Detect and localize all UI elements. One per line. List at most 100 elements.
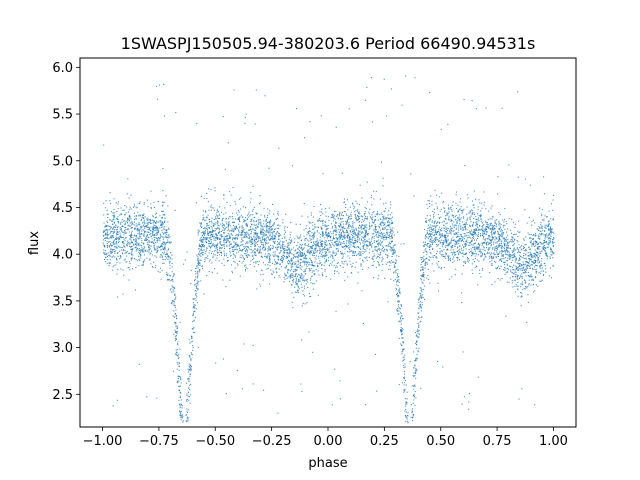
data-point <box>483 247 485 249</box>
data-point <box>280 259 282 261</box>
data-point <box>179 411 181 413</box>
data-point <box>275 233 277 235</box>
data-point <box>227 222 229 224</box>
data-point <box>344 234 346 236</box>
data-point <box>200 239 202 241</box>
data-point <box>305 228 307 230</box>
data-point <box>344 252 346 254</box>
data-point <box>115 238 117 240</box>
data-point <box>551 241 553 243</box>
data-point <box>226 253 228 255</box>
data-point <box>285 231 287 233</box>
data-point <box>437 264 439 266</box>
data-point <box>540 263 542 265</box>
data-point <box>233 89 235 91</box>
data-point <box>161 257 163 259</box>
data-point <box>174 353 176 355</box>
data-point <box>508 250 510 252</box>
data-point <box>451 245 453 247</box>
data-point <box>407 420 409 422</box>
data-point <box>538 271 540 273</box>
data-point <box>514 265 516 267</box>
data-point <box>343 241 345 243</box>
data-point <box>398 295 400 297</box>
data-point <box>456 236 458 238</box>
data-point <box>292 276 294 278</box>
data-point <box>550 233 552 235</box>
data-point <box>374 228 376 230</box>
data-point <box>277 258 279 260</box>
data-point <box>354 211 356 213</box>
data-point <box>382 216 384 218</box>
data-point <box>120 237 122 239</box>
data-point <box>195 293 197 295</box>
data-point <box>152 219 154 221</box>
data-point <box>518 220 520 222</box>
data-point <box>104 226 106 228</box>
data-point <box>362 253 364 255</box>
data-point <box>514 291 516 293</box>
data-point <box>222 236 224 238</box>
data-point <box>452 258 454 260</box>
data-point <box>405 401 407 403</box>
data-point <box>224 235 226 237</box>
data-point <box>352 205 354 207</box>
data-point <box>506 243 508 245</box>
data-point <box>150 190 152 192</box>
data-point <box>349 206 351 208</box>
data-point <box>535 276 537 278</box>
data-point <box>206 237 208 239</box>
data-point <box>335 225 337 227</box>
data-point <box>541 213 543 215</box>
data-point <box>389 235 391 237</box>
data-point <box>474 250 476 252</box>
data-point <box>351 241 353 243</box>
data-point <box>440 242 442 244</box>
data-point <box>259 222 261 224</box>
data-point <box>186 398 188 400</box>
data-point <box>418 333 420 335</box>
data-point <box>231 228 233 230</box>
data-point <box>160 236 162 238</box>
data-point <box>161 229 163 231</box>
data-point <box>386 216 388 218</box>
data-point <box>149 246 151 248</box>
data-point <box>531 238 533 240</box>
data-point <box>192 314 194 316</box>
data-point <box>114 256 116 258</box>
data-point <box>234 245 236 247</box>
data-point <box>332 226 334 228</box>
data-point <box>322 275 324 277</box>
data-point <box>264 233 266 235</box>
data-point <box>540 280 542 282</box>
data-point <box>399 320 401 322</box>
data-point <box>338 244 340 246</box>
data-point <box>209 237 211 239</box>
data-point <box>508 281 510 283</box>
data-point <box>180 416 182 418</box>
data-point <box>429 243 431 245</box>
data-point <box>512 245 514 247</box>
data-point <box>253 220 255 222</box>
data-point <box>332 216 334 218</box>
data-point <box>227 259 229 261</box>
data-point <box>191 353 193 355</box>
data-point <box>214 190 216 192</box>
data-point <box>438 228 440 230</box>
data-point <box>532 235 534 237</box>
data-point <box>162 247 164 249</box>
data-point <box>477 376 479 378</box>
data-point <box>296 269 298 271</box>
data-point <box>362 245 364 247</box>
data-point <box>343 263 345 265</box>
data-point <box>272 237 274 239</box>
data-point <box>112 228 114 230</box>
data-point <box>286 246 288 248</box>
data-point <box>342 211 344 213</box>
data-point <box>216 251 218 253</box>
data-point <box>489 272 491 274</box>
data-point <box>452 215 454 217</box>
data-point <box>466 219 468 221</box>
data-point <box>451 239 453 241</box>
data-point <box>442 202 444 204</box>
